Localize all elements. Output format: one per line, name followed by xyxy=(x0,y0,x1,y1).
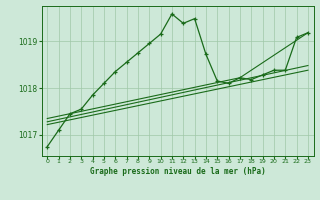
X-axis label: Graphe pression niveau de la mer (hPa): Graphe pression niveau de la mer (hPa) xyxy=(90,167,266,176)
